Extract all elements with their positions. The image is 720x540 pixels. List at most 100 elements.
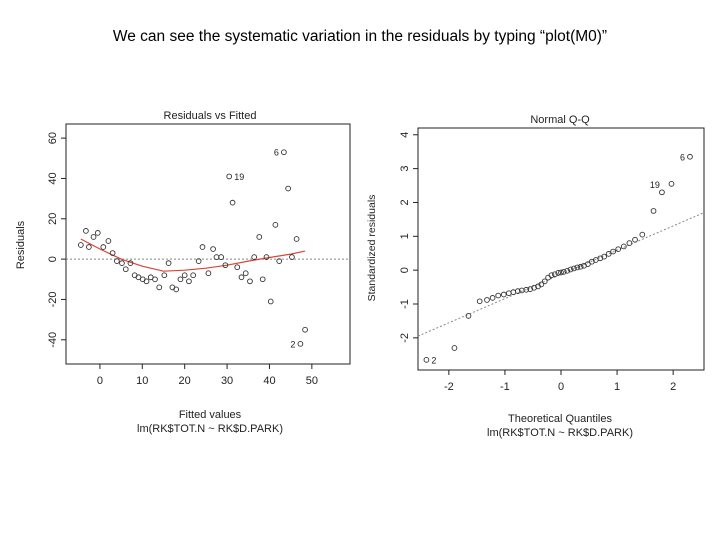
- chart2-data-point: [567, 266, 574, 273]
- chart1-data-point: [218, 254, 224, 260]
- chart2-data-point: [564, 267, 571, 274]
- chart2-data-point: [514, 288, 521, 294]
- chart1-data-point: [181, 272, 188, 279]
- chart2-sublabel: lm(RK$TOT.N ~ RK$D.PARK): [487, 427, 633, 439]
- chart2-xtick-label: -1: [500, 381, 510, 393]
- chart1-data-point: [109, 250, 116, 256]
- chart2-xlabel: Theoretical Quantiles: [508, 413, 612, 425]
- chart1-data-point: [105, 238, 112, 244]
- chart1-data-point: [226, 173, 233, 180]
- chart1-title: Residuals vs Fitted: [164, 110, 257, 122]
- chart2-outlier-label: 2: [431, 355, 436, 365]
- chart2-data-point: [465, 312, 472, 319]
- chart1-xtick-label: 0: [97, 375, 103, 387]
- chart2-xtick-label: -2: [444, 381, 454, 393]
- chart2-data-point: [500, 291, 507, 298]
- chart2-data-point: [555, 270, 562, 276]
- chart2-data-point: [545, 274, 551, 281]
- chart2-ytick-label: 2: [399, 199, 411, 205]
- chart1-data-point: [186, 278, 192, 285]
- chart1-data-point: [242, 270, 249, 277]
- chart2-outlier-label: 6: [680, 152, 685, 162]
- chart2-title: Normal Q-Q: [530, 114, 590, 126]
- chart1-data-point: [251, 254, 258, 260]
- chart2-ytick-label: -2: [399, 333, 411, 343]
- chart1-data-point: [281, 149, 287, 156]
- chart1-data-point: [205, 270, 212, 277]
- chart1-xlabel: Fitted values: [179, 409, 242, 421]
- chart1-data-point: [83, 228, 89, 234]
- chart1-data-point: [94, 230, 101, 236]
- chart1-outlier-label: 6: [274, 148, 279, 158]
- chart1-data-point: [297, 340, 304, 347]
- chart2-plot-frame: [417, 127, 705, 371]
- chart2-ytick-label: 4: [399, 132, 411, 138]
- chart1-outlier-label: 19: [234, 172, 244, 182]
- chart1-smooth-line: [80, 238, 306, 272]
- chart2-data-point: [601, 253, 608, 260]
- chart2-data-point: [659, 189, 665, 196]
- chart1-xtick-label: 10: [136, 375, 148, 387]
- chart2-ytick-label: 0: [399, 267, 411, 273]
- chart1-data-point: [152, 276, 158, 283]
- chart1-data-point: [173, 286, 180, 293]
- chart1-data-point: [195, 258, 202, 264]
- chart2-data-point: [548, 272, 555, 279]
- chart1-data-point: [289, 254, 295, 260]
- chart1-outlier-label: 2: [290, 339, 295, 349]
- chart2-data-point: [538, 281, 545, 288]
- chart1-data-point: [259, 276, 266, 283]
- chart1-data-point: [119, 260, 125, 267]
- chart2-data-point: [626, 240, 633, 246]
- chart2-xtick-label: 2: [670, 381, 676, 393]
- chart1-data-point: [222, 262, 229, 269]
- chart1-data-point: [127, 260, 134, 267]
- chart2-data-point: [505, 290, 512, 297]
- chart1-ytick-label: -20: [47, 292, 59, 308]
- chart2-data-point: [523, 286, 530, 293]
- chart1-data-point: [190, 272, 197, 279]
- chart2-ytick-label: 1: [399, 233, 411, 239]
- chart2-data-point: [620, 243, 627, 250]
- chart2-xtick-label: 1: [614, 381, 620, 393]
- chart2-data-point: [571, 265, 577, 272]
- chart1-data-point: [199, 244, 206, 250]
- chart2-data-point: [615, 246, 622, 253]
- chart2-qq-reference-line: [417, 212, 705, 337]
- chart1-ytick-label: 0: [47, 256, 59, 262]
- chart1-plot-frame: [65, 123, 351, 365]
- chart2-data-point: [451, 345, 458, 351]
- chart1-data-point: [143, 278, 150, 285]
- chart2-ytick-label: 3: [399, 166, 411, 172]
- chart2-data-point: [558, 269, 564, 276]
- chart1-data-point: [100, 244, 107, 250]
- chart1-data-point: [247, 278, 253, 285]
- chart1-data-point: [285, 185, 291, 192]
- chart2-data-point: [551, 271, 558, 278]
- chart1-data-point: [272, 221, 279, 228]
- chart1-data-point: [238, 274, 245, 281]
- chart2-data-point: [668, 180, 675, 187]
- chart2-data-point: [650, 208, 657, 214]
- chart1-data-point: [177, 276, 184, 283]
- chart1-data-point: [276, 258, 283, 264]
- chart2-data-point: [527, 286, 534, 292]
- chart2-outlier-label: 19: [650, 180, 660, 190]
- chart1-data-point: [229, 199, 236, 206]
- slide-caption: We can see the systematic variation in t…: [112, 28, 608, 45]
- chart2-data-point: [510, 289, 517, 296]
- chart1-data-point: [86, 244, 92, 250]
- chart1-xtick-label: 20: [179, 375, 191, 387]
- chart1-ytick-label: 60: [47, 132, 59, 144]
- chart1-data-point: [293, 236, 300, 242]
- chart1-data-point: [77, 242, 84, 248]
- chart1-sublabel: lm(RK$TOT.N ~ RK$D.PARK): [137, 423, 283, 435]
- chart1-data-point: [156, 284, 163, 291]
- chart2-data-point: [610, 248, 617, 255]
- chart1-xtick-label: 50: [306, 375, 318, 387]
- chart1-data-point: [90, 234, 97, 240]
- chart1-data-point: [161, 272, 168, 279]
- chart2-data-point: [574, 264, 581, 271]
- chart2-ylabel: Standardized residuals: [366, 195, 378, 302]
